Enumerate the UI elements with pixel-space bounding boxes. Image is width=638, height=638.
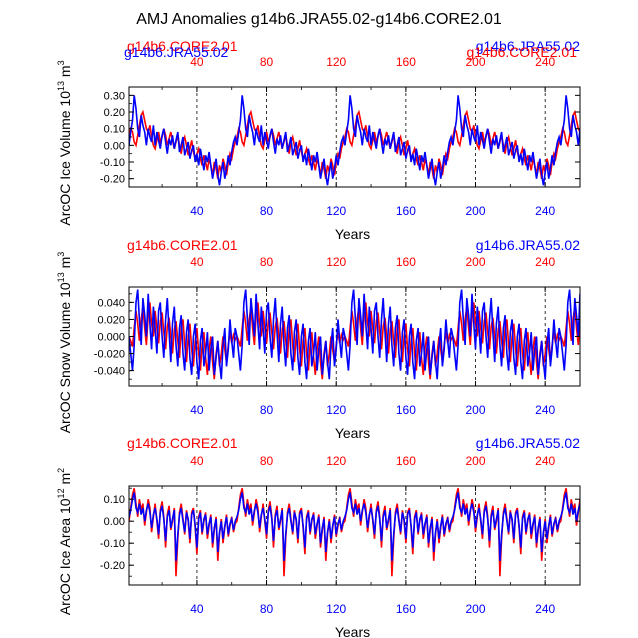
jra-series-line: [129, 492, 580, 561]
xtick-label-top: 120: [326, 55, 346, 69]
xtick-label-top: 200: [466, 454, 486, 468]
xtick-label-top: 160: [396, 55, 416, 69]
panel3-jra-label: g14b6.JRA55.02: [476, 435, 581, 451]
panel1-core-label-right: g14b6.CORE2.01: [466, 44, 577, 60]
xtick-label-top: 80: [260, 454, 274, 468]
jra-series-line: [129, 95, 580, 186]
ytick-label: 0.000: [97, 332, 125, 344]
ytick-label: 0.040: [97, 297, 125, 309]
jra-series-line: [129, 289, 580, 380]
ytick-label: -0.20: [100, 174, 125, 186]
xtick-label-bottom: 80: [260, 204, 274, 218]
xtick-label-bottom: 80: [260, 403, 274, 417]
xtick-label-top: 200: [466, 55, 486, 69]
xtick-label-top: 80: [260, 255, 274, 269]
panel2-jra-label: g14b6.JRA55.02: [476, 237, 581, 253]
xtick-label-bottom: 40: [190, 403, 204, 417]
xtick-label-top: 200: [466, 255, 486, 269]
core-series-line: [129, 487, 580, 577]
xtick-label-bottom: 40: [190, 204, 204, 218]
plot-frame: [128, 485, 581, 586]
xtick-label-top: 240: [535, 255, 555, 269]
xtick-label-top: 40: [190, 255, 204, 269]
y-axis-label: ArcOC Ice Volume 1013 m3: [56, 60, 73, 225]
ytick-label: 0.30: [104, 90, 125, 102]
xtick-label-bottom: 200: [466, 403, 486, 417]
panel1-jra-label-left: g14b6.JRA55.02: [124, 44, 229, 60]
ytick-label: 0.020: [97, 314, 125, 326]
y-axis-label: ArcOC Snow Volume 1013 m3: [56, 252, 73, 434]
ytick-label: 0.00: [104, 516, 125, 528]
ytick-label: -0.040: [94, 366, 125, 378]
x-axis-label: Years: [335, 425, 370, 441]
ytick-label: -0.10: [100, 538, 125, 550]
xtick-label-top: 120: [326, 255, 346, 269]
y-label-text: ArcOC Ice Area 10: [57, 498, 73, 615]
xtick-label-bottom: 80: [260, 602, 274, 616]
snow-volume-panel: 0.040 0.020 0.000 -0.020 -0.040 40 40 80 80 120 12…: [56, 252, 581, 441]
y-label-text: m: [57, 257, 73, 273]
y-label-superscript: 3: [56, 252, 66, 257]
xtick-label-bottom: 120: [326, 204, 346, 218]
ytick-label: 0.20: [104, 107, 125, 119]
xtick-label-bottom: 240: [535, 204, 555, 218]
ytick-label: 0.10: [104, 494, 125, 506]
x-axis-label: Years: [335, 624, 370, 638]
xtick-label-top: 40: [190, 454, 204, 468]
xtick-label-top: 120: [326, 454, 346, 468]
ytick-label: 0.00: [104, 140, 125, 152]
ytick-label: -0.10: [100, 157, 125, 169]
y-label-superscript: 2: [56, 468, 66, 473]
xtick-label-bottom: 160: [396, 204, 416, 218]
figure-title: AMJ Anomalies g14b6.JRA55.02-g14b6.CORE2…: [136, 11, 502, 28]
y-label-superscript: 13: [56, 272, 66, 282]
y-label-text: ArcOC Snow Volume 10: [57, 282, 73, 433]
y-label-superscript: 3: [56, 60, 66, 65]
xtick-label-bottom: 240: [535, 602, 555, 616]
xtick-label-bottom: 160: [396, 403, 416, 417]
xtick-label-bottom: 200: [466, 602, 486, 616]
y-axis-label: ArcOC Ice Area 1012 m2: [56, 468, 73, 615]
panel3-core-label: g14b6.CORE2.01: [127, 435, 238, 451]
ice-area-panel: 0.10 0.00 -0.10 -0.20 40 40 80 80 120 120 160 160 20…: [56, 454, 581, 638]
panel1-jra-label-right: g14b6.JRA55.02: [476, 38, 581, 54]
xtick-label-top: 160: [396, 255, 416, 269]
core-series-line: [129, 302, 580, 380]
y-label-superscript: 12: [56, 488, 66, 498]
y-label-text: m: [57, 65, 73, 81]
xtick-label-bottom: 120: [326, 403, 346, 417]
xtick-label-top: 40: [190, 55, 204, 69]
xtick-label-bottom: 120: [326, 602, 346, 616]
xtick-label-bottom: 240: [535, 403, 555, 417]
y-label-superscript: 13: [56, 81, 66, 91]
xtick-label-bottom: 160: [396, 602, 416, 616]
ice-volume-panel: 0.30 0.20 0.10 0.00 -0.10 -0.20 40 40 80 80 120 120…: [56, 55, 581, 242]
ytick-label: -0.020: [94, 349, 125, 361]
ytick-label: -0.20: [100, 560, 125, 572]
xtick-label-top: 240: [535, 454, 555, 468]
panel2-core-label: g14b6.CORE2.01: [127, 237, 238, 253]
x-axis-label: Years: [335, 226, 370, 242]
y-label-text: ArcOC Ice Volume 10: [57, 91, 73, 226]
y-label-text: m: [57, 473, 73, 489]
panel1-core-label-left: g14b6.CORE2.01: [127, 38, 238, 54]
xtick-label-top: 160: [396, 454, 416, 468]
xtick-label-bottom: 200: [466, 204, 486, 218]
xtick-label-top: 240: [535, 55, 555, 69]
xtick-label-top: 80: [260, 55, 274, 69]
xtick-label-bottom: 40: [190, 602, 204, 616]
ytick-label: 0.10: [104, 124, 125, 136]
